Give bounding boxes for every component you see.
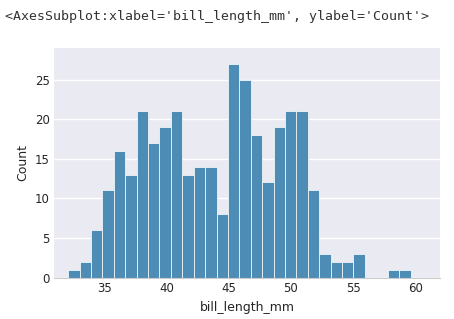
Bar [239, 79, 251, 278]
Bar [217, 214, 228, 278]
Bar [137, 111, 148, 278]
Bar [262, 182, 274, 278]
Bar [159, 127, 171, 278]
Bar [296, 111, 308, 278]
Bar [114, 151, 125, 278]
Bar [308, 190, 319, 278]
Bar [91, 230, 103, 278]
Bar [194, 167, 205, 278]
Bar [354, 254, 365, 278]
Bar [342, 262, 354, 278]
Bar [251, 135, 262, 278]
Bar [388, 270, 399, 278]
Bar [183, 174, 194, 278]
Bar [285, 111, 296, 278]
Text: <AxesSubplot:xlabel='bill_length_mm', ylabel='Count'>: <AxesSubplot:xlabel='bill_length_mm', yl… [5, 10, 429, 23]
X-axis label: bill_length_mm: bill_length_mm [200, 301, 295, 314]
Bar [103, 190, 114, 278]
Bar [274, 127, 285, 278]
Bar [228, 64, 239, 278]
Bar [399, 270, 410, 278]
Bar [148, 143, 159, 278]
Bar [331, 262, 342, 278]
Bar [171, 111, 183, 278]
Bar [125, 174, 137, 278]
Y-axis label: Count: Count [16, 144, 29, 181]
Bar [68, 270, 79, 278]
Bar [79, 262, 91, 278]
Bar [205, 167, 217, 278]
Bar [319, 254, 331, 278]
